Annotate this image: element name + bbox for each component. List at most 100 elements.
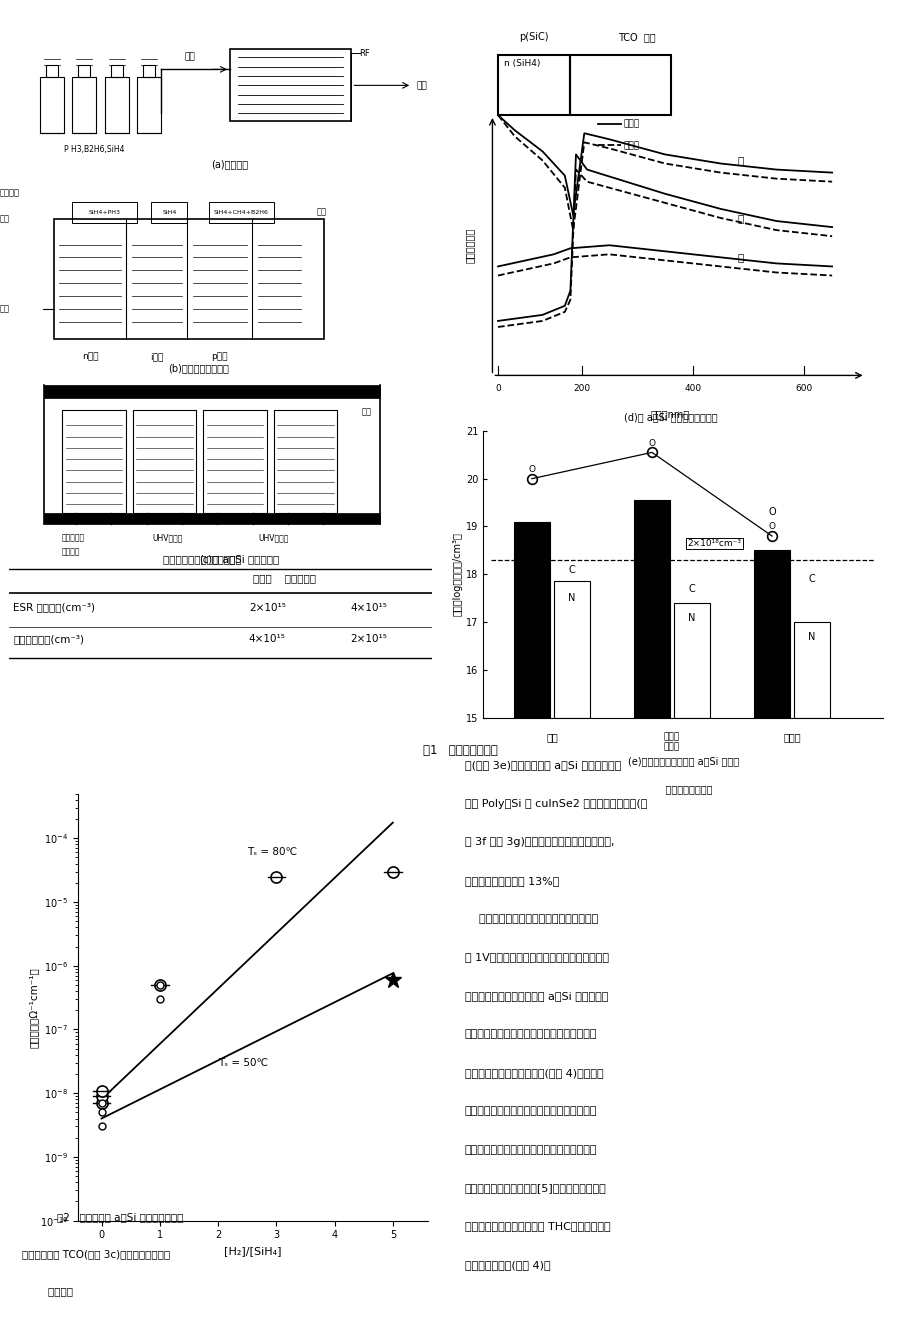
Text: 基底: 基底 <box>361 407 371 416</box>
Text: 2×10¹⁵: 2×10¹⁵ <box>249 603 286 612</box>
Text: UHV反应室: UHV反应室 <box>153 534 183 543</box>
Text: O: O <box>648 439 654 448</box>
Text: 真空: 真空 <box>0 304 10 313</box>
Text: 气流: 气流 <box>184 52 195 61</box>
Text: n (SiH4): n (SiH4) <box>503 59 539 68</box>
Text: 气体系统: 气体系统 <box>62 547 81 556</box>
Text: 万方数据: 万方数据 <box>22 1286 73 1297</box>
Text: 图1   减少杂质的途径: 图1 减少杂质的途径 <box>422 744 497 756</box>
Text: 磷: 磷 <box>737 252 743 263</box>
Text: 硼: 硼 <box>737 213 743 223</box>
Text: 已使转换效率超过了 13%。: 已使转换效率超过了 13%。 <box>464 875 559 886</box>
Text: 等离子体: 等离子体 <box>0 188 20 197</box>
Bar <box>62 410 125 514</box>
Bar <box>105 77 129 133</box>
Text: 用各种反应室制备的 a－Si 薄膜的性质: 用各种反应室制备的 a－Si 薄膜的性质 <box>163 554 278 564</box>
Text: 连续的
分离室: 连续的 分离室 <box>664 732 679 751</box>
Text: 组件性能，还研究出了一种 THC（通过孔眼接: 组件性能，还研究出了一种 THC（通过孔眼接 <box>464 1222 609 1231</box>
Bar <box>132 410 196 514</box>
Text: 0: 0 <box>494 384 500 394</box>
Text: (c)超纯室装置: (c)超纯室装置 <box>199 554 242 564</box>
Bar <box>497 55 570 115</box>
Text: SiH4+PH3: SiH4+PH3 <box>88 209 120 215</box>
Text: SiH4: SiH4 <box>162 209 176 215</box>
Text: 普通太阳能电池中一个元件的输出电压小: 普通太阳能电池中一个元件的输出电压小 <box>464 914 597 924</box>
Text: N: N <box>808 631 815 642</box>
Text: RF: RF <box>359 49 369 57</box>
Text: 组件便应运而生。在该组件中，若干电池以串: 组件便应运而生。在该组件中，若干电池以串 <box>464 1030 596 1039</box>
Text: 图 3f 和图 3g)。由于使用了这些材料和方法,: 图 3f 和图 3g)。由于使用了这些材料和方法, <box>464 838 614 847</box>
Bar <box>151 201 187 223</box>
Text: 图2   用氢稀释的 a－Si 薄膜的光电导率: 图2 用氢稀释的 a－Si 薄膜的光电导率 <box>57 1211 184 1222</box>
Text: 单个的: 单个的 <box>623 141 639 149</box>
Text: O: O <box>528 466 535 474</box>
Text: 联方式排列在绝缘的基底上(见图 4)。通常这: 联方式排列在绝缘的基底上(见图 4)。通常这 <box>464 1067 603 1078</box>
Text: 是为了增大有效面积和制造大面积的电池又开: 是为了增大有效面积和制造大面积的电池又开 <box>464 1145 596 1154</box>
Text: i－室: i－室 <box>150 352 164 362</box>
Text: 600: 600 <box>795 384 812 394</box>
Text: O: O <box>767 523 775 531</box>
Text: O: O <box>767 507 775 516</box>
Text: 种结构采用金属掩膜法或光刻法形成图案，但: 种结构采用金属掩膜法或光刻法形成图案，但 <box>464 1106 596 1117</box>
Bar <box>54 219 324 339</box>
Text: (b)连续的分离反应室: (b)连续的分离反应室 <box>167 364 229 374</box>
Text: 空间电荷密度(cm⁻³): 空间电荷密度(cm⁻³) <box>14 634 85 644</box>
Text: p－室: p－室 <box>211 352 228 362</box>
Bar <box>78 65 90 77</box>
Text: 的电压。因此，一种集成型 a－Si 太阳能电池: 的电压。因此，一种集成型 a－Si 太阳能电池 <box>464 991 607 1000</box>
Y-axis label: 光电导体（Ω⁻¹cm⁻¹）: 光电导体（Ω⁻¹cm⁻¹） <box>28 967 39 1047</box>
Text: 4×10¹⁵: 4×10¹⁵ <box>350 603 387 612</box>
Text: 超纯室: 超纯室 <box>782 732 800 742</box>
Bar <box>142 65 155 77</box>
Text: ESR 针孔密度(cm⁻³): ESR 针孔密度(cm⁻³) <box>14 603 96 612</box>
Text: n－室: n－室 <box>82 352 98 362</box>
Bar <box>44 514 380 524</box>
Bar <box>230 49 351 121</box>
Text: 200: 200 <box>573 384 589 394</box>
Text: Tₛ = 80℃: Tₛ = 80℃ <box>247 847 297 858</box>
Bar <box>514 522 549 718</box>
Text: 挡板: 挡板 <box>0 215 10 224</box>
Text: p(SiC): p(SiC) <box>519 32 549 43</box>
Text: 2×10¹⁵: 2×10¹⁵ <box>350 634 387 644</box>
Text: 电池中杂质的浓度: 电池中杂质的浓度 <box>652 784 712 795</box>
Text: C: C <box>808 574 814 584</box>
Text: SiH4+CH4+B2H6: SiH4+CH4+B2H6 <box>214 209 268 215</box>
Text: Tₛ = 50℃: Tₛ = 50℃ <box>218 1058 267 1067</box>
Bar <box>110 65 122 77</box>
Bar <box>754 551 789 718</box>
Text: (a)单反应室: (a)单反应室 <box>211 160 248 169</box>
Text: 的杂质厚度分布: 的杂质厚度分布 <box>643 431 697 442</box>
Text: 种网纹结构的 TCO(见图 3c)和一种多能带隙结: 种网纹结构的 TCO(见图 3c)和一种多能带隙结 <box>22 1249 170 1259</box>
Text: (e)用各种反应室制备的 a－Si 太阳能: (e)用各种反应室制备的 a－Si 太阳能 <box>627 756 738 766</box>
Text: C: C <box>687 584 695 594</box>
Text: 真空: 真空 <box>415 81 426 89</box>
Bar <box>72 201 137 223</box>
Text: 发了一种激光形成图案法[5]。为了进一步改善: 发了一种激光形成图案法[5]。为了进一步改善 <box>464 1183 606 1193</box>
X-axis label: [H₂]/[SiH₄]: [H₂]/[SiH₄] <box>224 1246 281 1255</box>
Text: 于 1V，而实际应用中驱动某些设备则要求更高: 于 1V，而实际应用中驱动某些设备则要求更高 <box>464 952 608 962</box>
Bar <box>633 500 669 718</box>
Text: 低泄漏高纯: 低泄漏高纯 <box>62 534 85 543</box>
Text: 基底: 基底 <box>317 208 327 217</box>
Bar <box>40 77 64 133</box>
Text: 料如 Poly－Si 或 cuInSe2 的组合进行了研究(见: 料如 Poly－Si 或 cuInSe2 的组合进行了研究(见 <box>464 799 646 808</box>
Text: UHV泵系统: UHV泵系统 <box>258 534 289 543</box>
Bar <box>137 77 161 133</box>
Text: C: C <box>568 564 574 575</box>
Bar <box>570 55 670 115</box>
Text: 400: 400 <box>684 384 700 394</box>
Text: 4×10¹⁵: 4×10¹⁵ <box>249 634 286 644</box>
Text: 分离的: 分离的 <box>623 120 639 128</box>
Bar <box>793 622 829 718</box>
Text: 2×10¹⁸cm⁻³: 2×10¹⁸cm⁻³ <box>686 539 741 548</box>
Text: 杂质原子密度: 杂质原子密度 <box>465 228 474 263</box>
Bar <box>72 77 96 133</box>
Bar <box>274 410 337 514</box>
Text: (d)在 a－Si 太阳能电池中测得: (d)在 a－Si 太阳能电池中测得 <box>623 412 717 422</box>
Bar <box>674 603 709 718</box>
Bar <box>46 65 58 77</box>
Bar <box>553 582 589 718</box>
Bar <box>44 386 380 399</box>
Text: TCO  玻璃: TCO 玻璃 <box>618 32 655 43</box>
